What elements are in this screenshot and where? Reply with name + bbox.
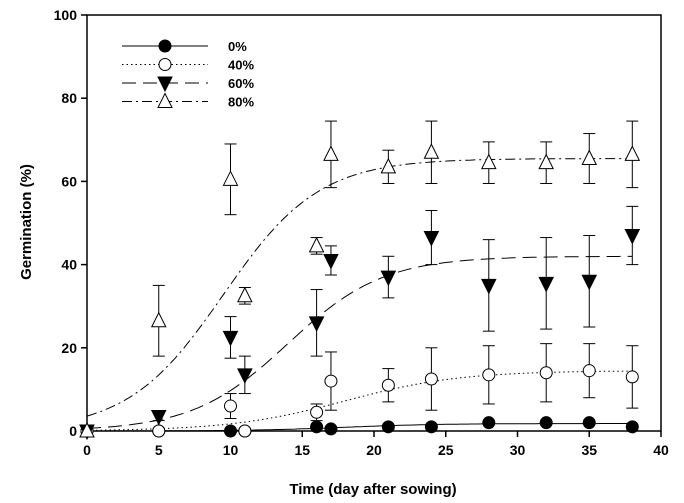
y-tick-label: 100 xyxy=(54,7,78,23)
x-tick-label: 15 xyxy=(294,442,310,458)
marker-filled-circle xyxy=(539,416,553,430)
axes: 0 5 10 15 20 25 30 35 40 0 20 40 60 80 100 xyxy=(54,7,669,458)
marker-open-up-triangle xyxy=(624,145,641,161)
marker-filled-down-triangle xyxy=(581,274,598,291)
legend-label: 0% xyxy=(228,39,247,54)
marker-filled-down-triangle xyxy=(624,228,641,245)
marker-filled-down-triangle xyxy=(538,276,555,293)
fit-curve-3 xyxy=(86,255,633,429)
marker-filled-circle xyxy=(158,39,172,53)
y-tick-label: 40 xyxy=(61,257,77,273)
marker-open-circle xyxy=(539,366,553,380)
marker-open-up-triangle xyxy=(150,311,167,328)
x-tick-label: 25 xyxy=(438,442,454,458)
legend-label: 80% xyxy=(228,95,254,110)
marker-filled-circle xyxy=(381,420,395,434)
y-tick-label: 60 xyxy=(61,173,77,189)
marker-filled-down-triangle xyxy=(423,231,440,247)
legend-label: 40% xyxy=(228,58,254,73)
marker-open-circle xyxy=(158,58,172,71)
y-tick-label: 20 xyxy=(61,340,77,356)
marker-open-up-triangle xyxy=(380,157,397,174)
marker-filled-circle xyxy=(482,416,496,430)
marker-filled-down-triangle xyxy=(308,316,325,332)
marker-open-circle xyxy=(152,424,166,438)
marker-filled-down-triangle xyxy=(323,253,339,270)
marker-open-circle xyxy=(324,374,338,388)
marker-filled-circle xyxy=(625,420,639,434)
marker-filled-down-triangle xyxy=(380,270,397,287)
marker-open-up-triangle xyxy=(237,286,253,303)
plot-frame xyxy=(86,14,662,432)
marker-open-circle xyxy=(224,399,237,413)
marker-filled-down-triangle xyxy=(157,76,173,93)
marker-open-up-triangle xyxy=(581,149,598,166)
data-markers xyxy=(79,143,641,441)
marker-open-up-triangle xyxy=(308,236,325,253)
x-tick-label: 35 xyxy=(581,442,597,458)
marker-filled-down-triangle xyxy=(222,330,239,347)
legend: 0% 40% 60% 80% xyxy=(122,39,254,110)
marker-filled-down-triangle xyxy=(150,409,167,426)
marker-open-circle xyxy=(381,378,395,392)
legend-label: 60% xyxy=(228,76,254,91)
marker-filled-down-triangle xyxy=(480,278,497,295)
marker-filled-circle xyxy=(310,420,324,434)
marker-open-circle xyxy=(582,364,596,378)
x-axis-title: Time (day after sowing) xyxy=(289,481,456,498)
marker-filled-down-triangle xyxy=(237,368,253,384)
marker-filled-circle xyxy=(424,420,438,434)
marker-open-circle xyxy=(482,368,496,382)
marker-open-up-triangle xyxy=(157,92,173,108)
marker-filled-circle xyxy=(324,422,338,436)
x-tick-label: 40 xyxy=(653,442,669,458)
marker-open-circle xyxy=(424,372,438,386)
marker-open-circle xyxy=(625,370,639,384)
marker-filled-circle xyxy=(582,416,596,430)
marker-open-up-triangle xyxy=(79,421,95,438)
marker-open-circle xyxy=(238,424,252,438)
marker-filled-circle xyxy=(224,424,237,438)
marker-open-up-triangle xyxy=(423,143,440,159)
x-tick-label: 20 xyxy=(366,442,382,458)
marker-open-circle xyxy=(310,405,324,419)
y-tick-label: 0 xyxy=(69,423,77,439)
x-tick-label: 5 xyxy=(155,442,163,458)
x-tick-label: 10 xyxy=(223,442,239,458)
marker-open-up-triangle xyxy=(480,153,497,170)
fitted-curves xyxy=(86,158,633,432)
marker-open-up-triangle xyxy=(222,170,239,186)
x-tick-label: 30 xyxy=(510,442,526,458)
marker-open-up-triangle xyxy=(538,153,555,170)
y-axis-title: Germination (%) xyxy=(18,164,35,280)
x-tick-label: 0 xyxy=(83,442,91,458)
y-tick-label: 80 xyxy=(61,90,77,106)
marker-open-up-triangle xyxy=(323,145,339,161)
